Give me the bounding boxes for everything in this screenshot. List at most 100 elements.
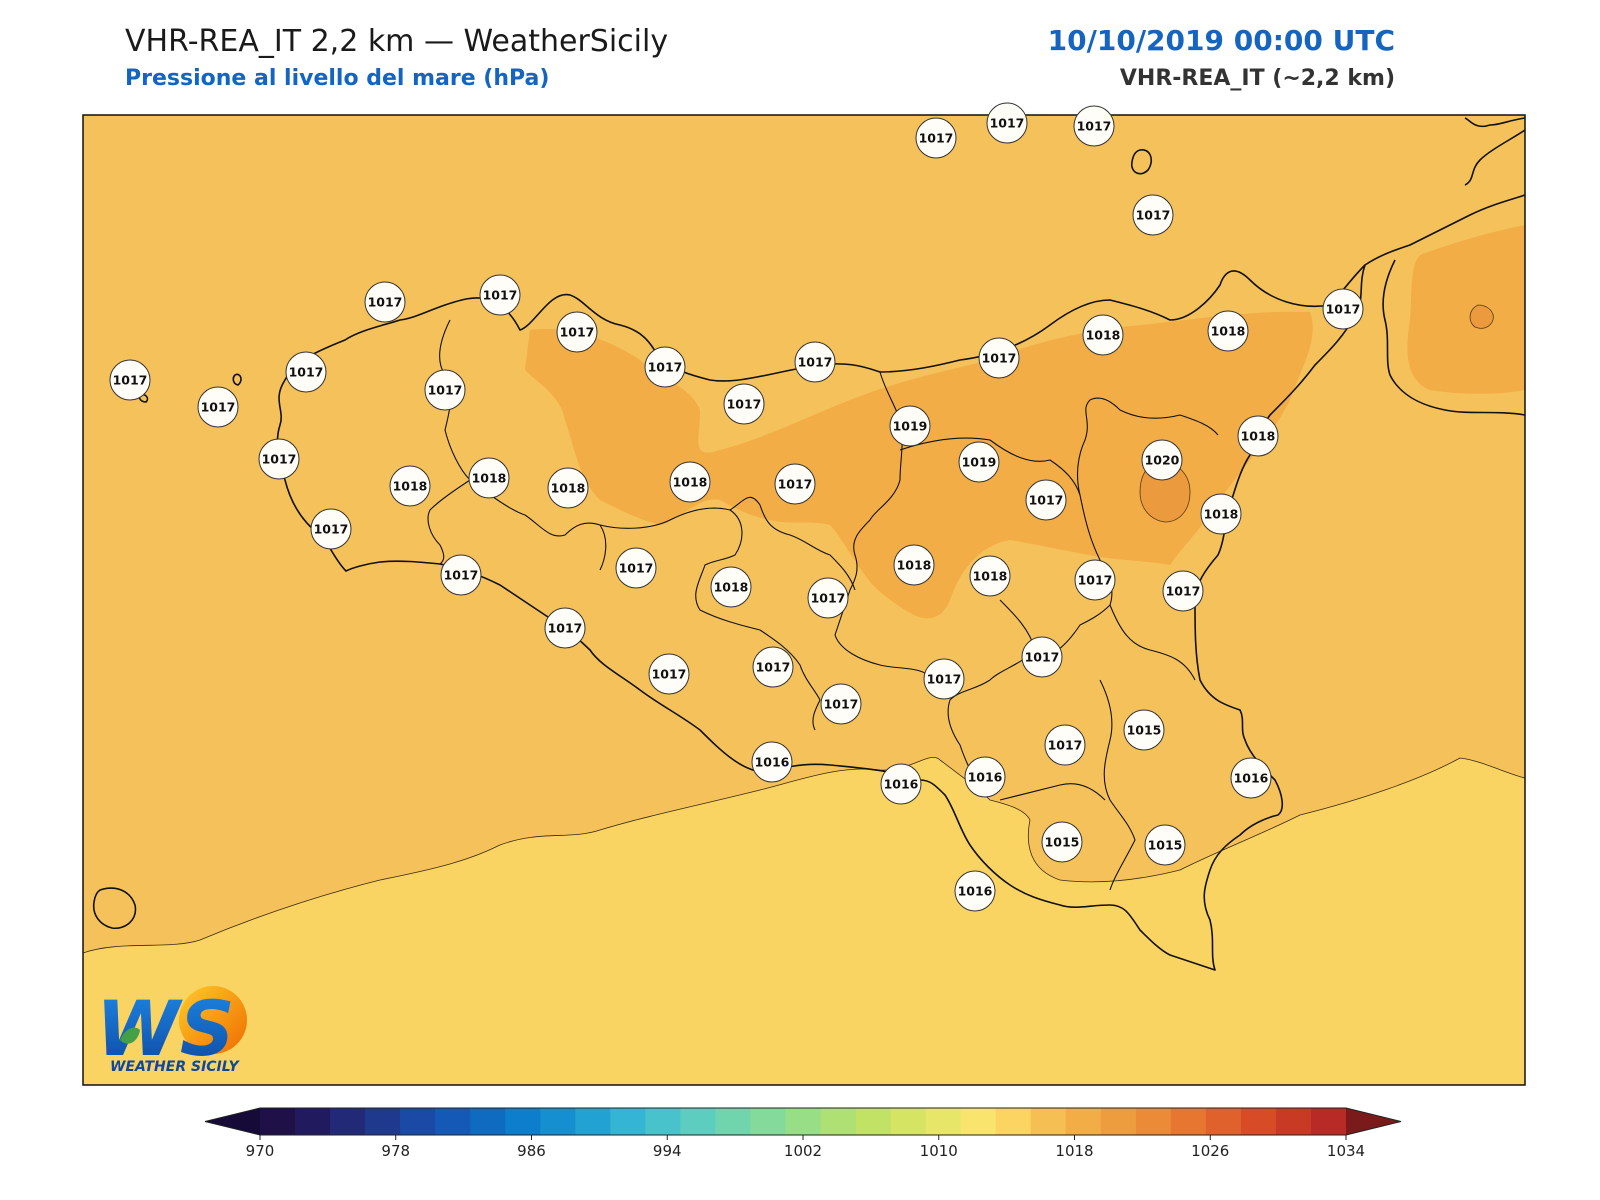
station-marker: 1018 bbox=[1237, 415, 1279, 457]
station-marker: 1017 bbox=[1074, 559, 1116, 601]
station-marker: 1017 bbox=[544, 607, 586, 649]
station-marker: 1017 bbox=[648, 653, 690, 695]
station-pressure-label: 1018 bbox=[472, 471, 507, 486]
colorbar-cell bbox=[750, 1108, 786, 1135]
station-circle bbox=[1021, 636, 1063, 678]
station-circle bbox=[285, 351, 327, 393]
station-pressure-label: 1017 bbox=[756, 660, 791, 675]
station-marker: 1017 bbox=[440, 554, 482, 596]
station-circle bbox=[615, 547, 657, 589]
colorbar-tick-label: 1010 bbox=[920, 1142, 958, 1160]
station-circle bbox=[1237, 415, 1279, 457]
station-marker: 1018 bbox=[1207, 310, 1249, 352]
station-marker: 1018 bbox=[1082, 314, 1124, 356]
station-circle bbox=[364, 281, 406, 323]
colorbar-cell bbox=[540, 1108, 576, 1135]
colorbar-cell bbox=[680, 1108, 716, 1135]
station-marker: 1020 bbox=[1141, 439, 1183, 481]
station-marker: 1017 bbox=[986, 102, 1028, 144]
station-pressure-label: 1017 bbox=[648, 360, 683, 375]
station-circle bbox=[109, 359, 151, 401]
station-circle bbox=[1123, 709, 1165, 751]
colorbar-cell bbox=[645, 1108, 681, 1135]
colorbar-ticks: 970 978 986 994 1002 1010 1018 1026 1034 bbox=[246, 1135, 1365, 1160]
station-circle bbox=[1141, 439, 1183, 481]
station-marker: 1016 bbox=[880, 763, 922, 805]
colorbar-cell bbox=[890, 1108, 927, 1135]
station-pressure-label: 1018 bbox=[1241, 429, 1276, 444]
station-marker: 1017 bbox=[794, 341, 836, 383]
low-pressure-band bbox=[83, 757, 1525, 1085]
station-pressure-label: 1017 bbox=[811, 591, 846, 606]
station-circle bbox=[880, 763, 922, 805]
station-marker: 1015 bbox=[1123, 709, 1165, 751]
station-pressure-label: 1017 bbox=[483, 288, 518, 303]
colorbar-cell bbox=[1100, 1108, 1137, 1135]
station-circle bbox=[258, 438, 300, 480]
station-pressure-label: 1017 bbox=[262, 452, 297, 467]
station-pressure-label: 1019 bbox=[962, 455, 997, 470]
station-marker: 1018 bbox=[547, 467, 589, 509]
station-circle bbox=[544, 607, 586, 649]
high-pressure-band bbox=[525, 311, 1313, 619]
station-circle bbox=[1041, 821, 1083, 863]
station-pressure-label: 1017 bbox=[798, 355, 833, 370]
station-marker: 1017 bbox=[774, 463, 816, 505]
station-circle bbox=[468, 457, 510, 499]
station-pressure-label: 1016 bbox=[884, 777, 919, 792]
colorbar-cell bbox=[925, 1108, 962, 1135]
colorbar-cell bbox=[1275, 1108, 1312, 1135]
station-marker: 1018 bbox=[710, 566, 752, 608]
colorbar-cell bbox=[1240, 1108, 1277, 1135]
colorbar-cell bbox=[1030, 1108, 1067, 1135]
station-marker: 1016 bbox=[964, 756, 1006, 798]
station-marker: 1018 bbox=[1200, 493, 1242, 535]
station-marker: 1017 bbox=[285, 351, 327, 393]
station-circle bbox=[751, 741, 793, 783]
station-circle bbox=[389, 465, 431, 507]
colorbar-cell bbox=[995, 1108, 1032, 1135]
station-pressure-label: 1017 bbox=[113, 373, 148, 388]
colorbar-cell bbox=[470, 1108, 506, 1135]
station-marker: 1017 bbox=[364, 281, 406, 323]
station-marker: 1018 bbox=[389, 465, 431, 507]
colorbar-cell bbox=[855, 1108, 892, 1135]
station-circle bbox=[964, 756, 1006, 798]
station-circle bbox=[710, 566, 752, 608]
station-marker: 1018 bbox=[969, 555, 1011, 597]
station-circle bbox=[1074, 559, 1116, 601]
station-marker: 1017 bbox=[1021, 636, 1063, 678]
colorbar-cell bbox=[330, 1108, 366, 1135]
station-circle bbox=[978, 337, 1020, 379]
pressure-field bbox=[83, 115, 1525, 1085]
map-title: VHR-REA_IT 2,2 km — WeatherSicily bbox=[125, 24, 669, 59]
station-pressure-label: 1017 bbox=[1326, 302, 1361, 317]
station-circle bbox=[440, 554, 482, 596]
station-marker: 1017 bbox=[723, 383, 765, 425]
station-marker: 1019 bbox=[958, 441, 1000, 483]
logo-caption: WEATHER SICILY bbox=[110, 1059, 241, 1075]
colorbar-cell bbox=[1205, 1108, 1242, 1135]
station-circle bbox=[547, 467, 589, 509]
station-marker: 1017 bbox=[644, 346, 686, 388]
station-marker: 1017 bbox=[1132, 194, 1174, 236]
aeolian-island bbox=[1130, 149, 1152, 175]
colorbar-cell bbox=[400, 1108, 436, 1135]
map-subtitle: Pressione al livello del mare (hPa) bbox=[125, 66, 550, 91]
station-pressure-label: 1017 bbox=[927, 672, 962, 687]
station-pressure-label: 1015 bbox=[1148, 838, 1183, 853]
station-marker: 1017 bbox=[820, 683, 862, 725]
station-pressure-label: 1017 bbox=[1025, 650, 1060, 665]
station-marker: 1017 bbox=[1322, 288, 1364, 330]
station-circle bbox=[807, 577, 849, 619]
station-pressure-label: 1019 bbox=[893, 419, 928, 434]
station-circle bbox=[1162, 570, 1204, 612]
station-circle bbox=[774, 463, 816, 505]
station-marker: 1016 bbox=[954, 870, 996, 912]
colorbar-cell bbox=[960, 1108, 997, 1135]
station-circle bbox=[1144, 824, 1186, 866]
station-pressure-label: 1017 bbox=[560, 325, 595, 340]
station-pressure-label: 1018 bbox=[1211, 324, 1246, 339]
station-pressure-label: 1017 bbox=[1166, 584, 1201, 599]
